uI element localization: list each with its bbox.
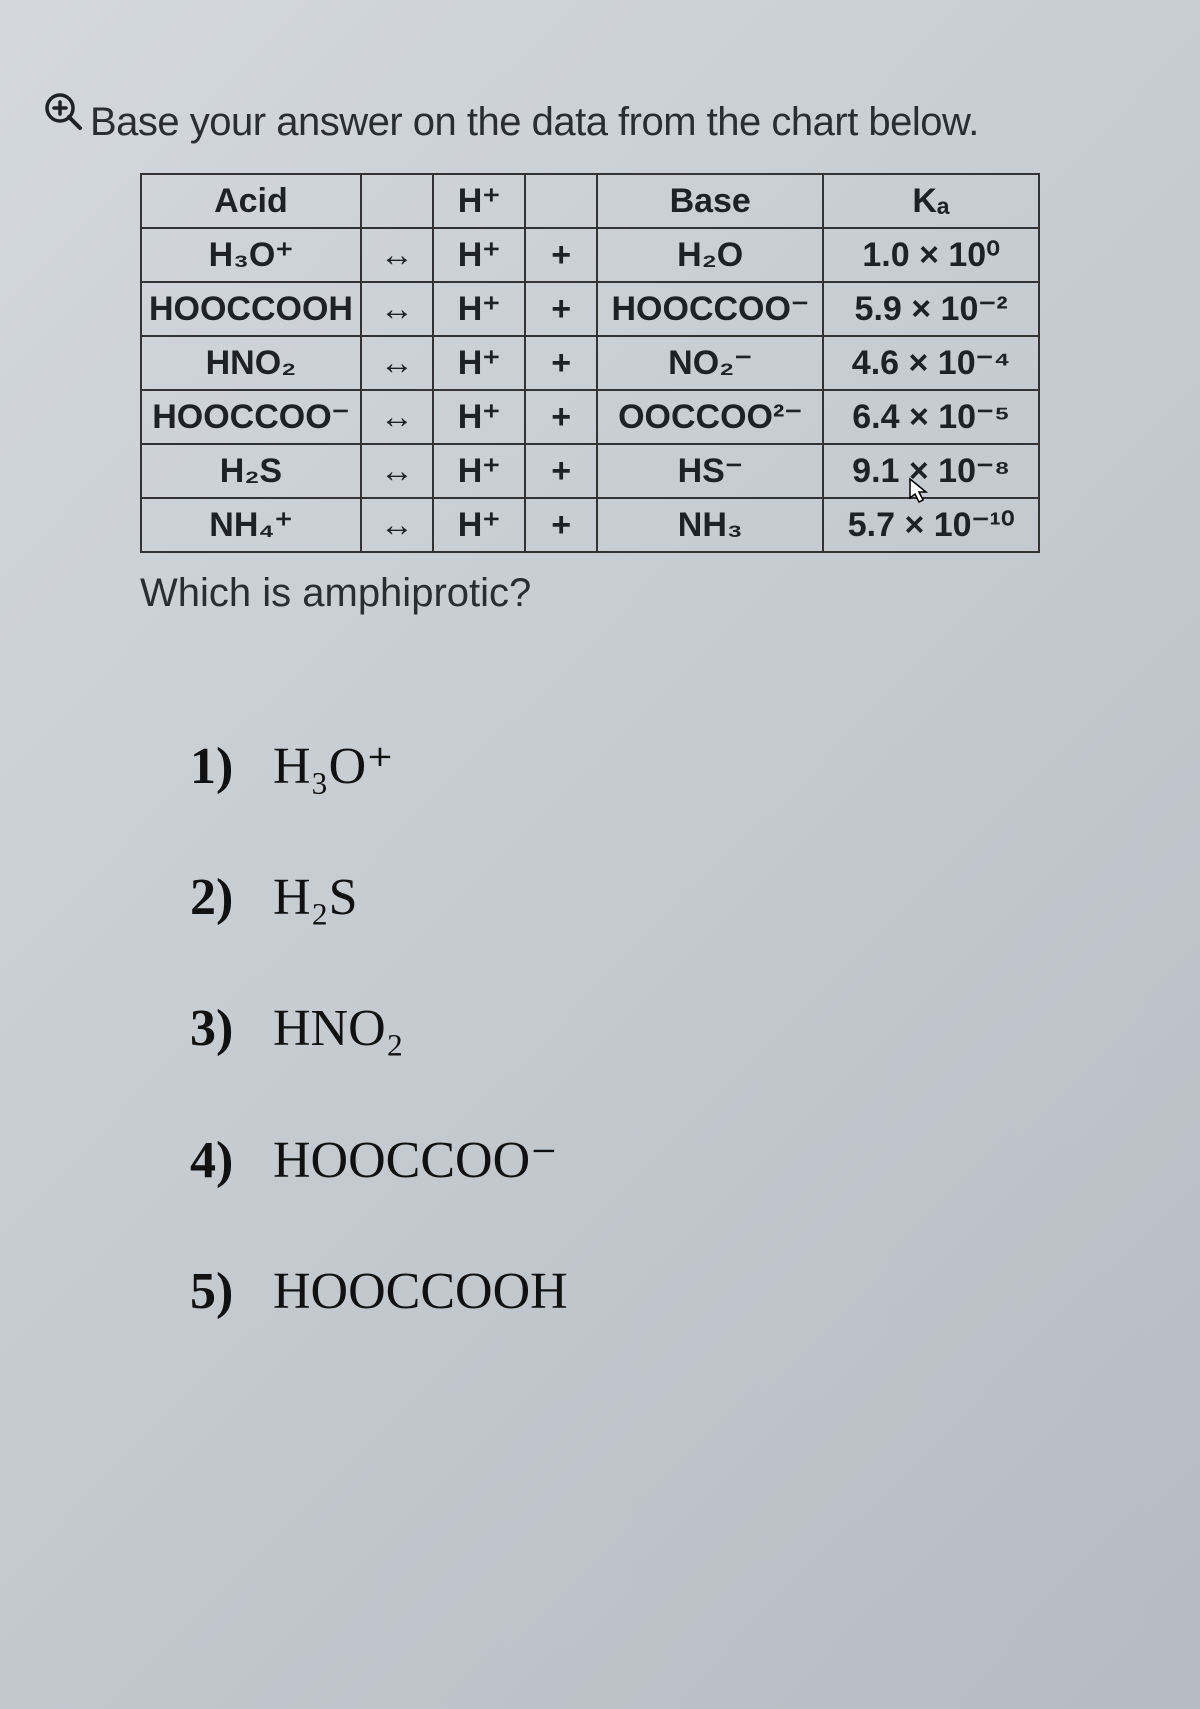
acid-base-table: Acid H⁺ Base Kₐ H₃O⁺ ↔ H⁺ + H₂O 1.0 × 10…	[140, 173, 1040, 553]
option-number: 3)	[190, 999, 260, 1058]
header-base: Base	[597, 174, 823, 228]
cell-plus: +	[525, 336, 597, 390]
answer-option-1[interactable]: 1) H₃O⁺	[190, 736, 1150, 796]
cell-h: H⁺	[433, 444, 525, 498]
cell-base: HS⁻	[597, 444, 823, 498]
table-row: H₃O⁺ ↔ H⁺ + H₂O 1.0 × 10⁰	[141, 228, 1039, 282]
cell-arrow: ↔	[361, 498, 433, 552]
cell-h: H⁺	[433, 498, 525, 552]
option-text: H₂S	[273, 869, 358, 926]
cell-ka: 9.1 × 10⁻⁸	[823, 444, 1039, 498]
header-h: H⁺	[433, 174, 525, 228]
cell-base: NO₂⁻	[597, 336, 823, 390]
cell-base: H₂O	[597, 228, 823, 282]
cell-acid: HOOCCOOH	[141, 282, 361, 336]
cell-plus: +	[525, 444, 597, 498]
cell-ka: 1.0 × 10⁰	[823, 228, 1039, 282]
option-text: HNO₂	[273, 1000, 404, 1057]
header-blank	[361, 174, 433, 228]
cell-ka: 5.9 × 10⁻²	[823, 282, 1039, 336]
cell-plus: +	[525, 498, 597, 552]
magnify-plus-icon[interactable]	[42, 90, 86, 134]
answer-option-4[interactable]: 4) HOOCCOO⁻	[190, 1130, 1150, 1190]
table-row: HNO₂ ↔ H⁺ + NO₂⁻ 4.6 × 10⁻⁴	[141, 336, 1039, 390]
header-ka: Kₐ	[823, 174, 1039, 228]
question-page: Base your answer on the data from the ch…	[0, 0, 1200, 1443]
cell-acid: H₂S	[141, 444, 361, 498]
answer-option-3[interactable]: 3) HNO₂	[190, 999, 1150, 1058]
cell-plus: +	[525, 390, 597, 444]
cell-arrow: ↔	[361, 444, 433, 498]
answer-options: 1) H₃O⁺ 2) H₂S 3) HNO₂ 4) HOOCCOO⁻ 5) HO…	[190, 736, 1150, 1321]
option-text: H₃O⁺	[273, 738, 394, 795]
cell-acid: HOOCCOO⁻	[141, 390, 361, 444]
cell-acid: H₃O⁺	[141, 228, 361, 282]
cell-base: NH₃	[597, 498, 823, 552]
table-row: H₂S ↔ H⁺ + HS⁻ 9.1 × 10⁻⁸	[141, 444, 1039, 498]
option-text: HOOCCOO⁻	[273, 1132, 558, 1189]
cell-arrow: ↔	[361, 390, 433, 444]
option-number: 4)	[190, 1131, 260, 1190]
followup-question: Which is amphiprotic?	[140, 571, 1150, 616]
header-blank2	[525, 174, 597, 228]
option-number: 5)	[190, 1262, 260, 1321]
cell-h: H⁺	[433, 390, 525, 444]
cell-base: HOOCCOO⁻	[597, 282, 823, 336]
cell-arrow: ↔	[361, 336, 433, 390]
cell-acid: HNO₂	[141, 336, 361, 390]
table-row: NH₄⁺ ↔ H⁺ + NH₃ 5.7 × 10⁻¹⁰	[141, 498, 1039, 552]
option-number: 1)	[190, 737, 260, 796]
cell-h: H⁺	[433, 336, 525, 390]
cell-base: OOCCOO²⁻	[597, 390, 823, 444]
table-row: HOOCCOOH ↔ H⁺ + HOOCCOO⁻ 5.9 × 10⁻²	[141, 282, 1039, 336]
header-acid: Acid	[141, 174, 361, 228]
cell-acid: NH₄⁺	[141, 498, 361, 552]
option-text: HOOCCOOH	[273, 1263, 568, 1320]
cell-h: H⁺	[433, 282, 525, 336]
cell-plus: +	[525, 228, 597, 282]
cell-ka: 6.4 × 10⁻⁵	[823, 390, 1039, 444]
table-header-row: Acid H⁺ Base Kₐ	[141, 174, 1039, 228]
cell-h: H⁺	[433, 228, 525, 282]
cell-arrow: ↔	[361, 282, 433, 336]
cell-arrow: ↔	[361, 228, 433, 282]
question-prompt: Base your answer on the data from the ch…	[90, 100, 1150, 145]
cell-ka: 4.6 × 10⁻⁴	[823, 336, 1039, 390]
option-number: 2)	[190, 868, 260, 927]
cell-ka: 5.7 × 10⁻¹⁰	[823, 498, 1039, 552]
answer-option-2[interactable]: 2) H₂S	[190, 868, 1150, 927]
table-row: HOOCCOO⁻ ↔ H⁺ + OOCCOO²⁻ 6.4 × 10⁻⁵	[141, 390, 1039, 444]
answer-option-5[interactable]: 5) HOOCCOOH	[190, 1262, 1150, 1321]
cell-plus: +	[525, 282, 597, 336]
